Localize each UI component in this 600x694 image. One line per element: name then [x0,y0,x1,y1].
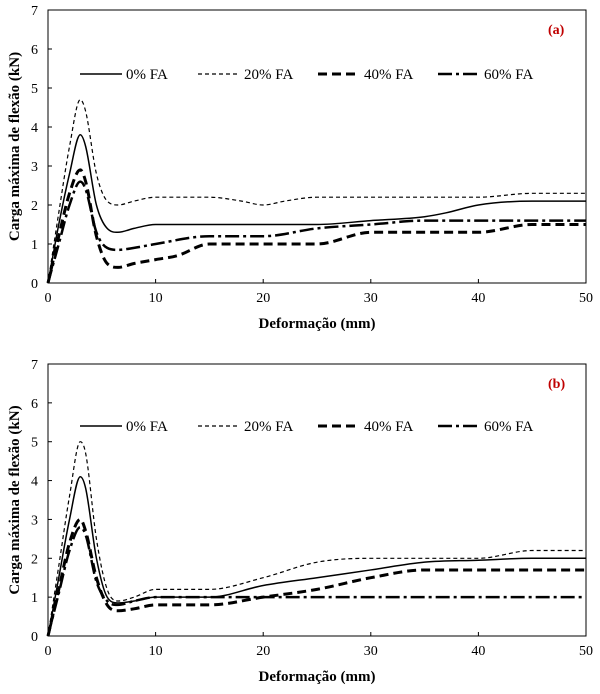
series-line-20fa [47,99,587,284]
y-tick-labels: 0 1 2 3 4 5 6 7 [31,358,52,645]
y-tick-label: 1 [31,591,38,606]
y-tick-label: 2 [31,199,38,214]
x-tick-label: 30 [364,644,378,659]
panel-label: (a) [548,23,565,38]
legend-label: 0% FA [126,67,168,83]
x-tick-label: 40 [471,644,485,659]
chart-panel-b: 0 1 2 3 4 5 6 7 0 10 20 30 40 50 0% FA 20% FA 40% FA 60… [7,358,593,685]
legend-label: 60% FA [484,419,533,435]
x-tick-label: 20 [256,644,270,659]
plot-frame [47,9,587,284]
series-line-0fa [47,134,586,284]
x-tick-label: 30 [364,291,378,306]
x-tick-label: 0 [45,644,52,659]
y-tick-label: 7 [31,358,38,373]
series-line-40fa [46,517,586,637]
x-tick-label: 50 [579,644,593,659]
y-tick-label: 1 [31,238,38,253]
y-tick-label: 0 [31,630,38,645]
plot-frame [47,363,587,637]
y-tick-label: 0 [31,277,38,292]
x-tick-label: 10 [149,644,163,659]
y-tick-label: 5 [31,436,38,451]
y-tick-label: 3 [31,160,38,175]
series-line-40fa [46,168,586,284]
series-lines [46,441,586,637]
series-line-20fa [47,441,586,637]
legend: 0% FA 20% FA 40% FA 60% FA [80,419,533,435]
y-axis-title: Carga máxima de flexão (kN) [7,405,23,594]
legend-label: 20% FA [244,419,293,435]
y-tick-label: 6 [31,397,38,412]
x-tick-label: 20 [256,291,270,306]
x-tick-label: 50 [579,291,593,306]
x-tick-labels: 0 10 20 30 40 50 [45,632,593,659]
x-tick-label: 0 [45,291,52,306]
series-lines [46,99,587,284]
series-line-60fa [46,180,586,284]
x-tick-label: 40 [471,291,485,306]
legend-label: 20% FA [244,67,293,83]
legend: 0% FA 20% FA 40% FA 60% FA [80,67,533,83]
y-axis-title: Carga máxima de flexão (kN) [7,52,23,241]
x-axis-title: Deformação (mm) [258,669,375,685]
series-line-60fa [46,525,586,637]
x-tick-labels: 0 10 20 30 40 50 [45,279,593,306]
y-tick-label: 4 [31,475,38,490]
y-tick-labels: 0 1 2 3 4 5 6 7 [31,4,52,292]
y-tick-label: 2 [31,552,38,567]
panel-label: (b) [548,377,565,392]
chart-panel-a: 0 1 2 3 4 5 6 7 0 10 20 30 40 50 0% FA 20% FA 40% FA 60… [7,4,593,332]
y-tick-label: 4 [31,121,38,136]
y-tick-label: 7 [31,4,38,19]
x-tick-label: 10 [149,291,163,306]
series-line-0fa [47,475,586,637]
legend-label: 40% FA [364,419,413,435]
y-tick-label: 6 [31,43,38,58]
legend-label: 40% FA [364,67,413,83]
y-tick-label: 3 [31,513,38,528]
x-axis-title: Deformação (mm) [258,316,375,332]
legend-label: 60% FA [484,67,533,83]
legend-label: 0% FA [126,419,168,435]
y-tick-label: 5 [31,82,38,97]
